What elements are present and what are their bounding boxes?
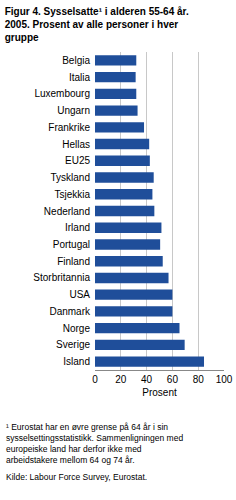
- svg-text:Sverige: Sverige: [56, 339, 90, 350]
- svg-text:100: 100: [216, 374, 233, 385]
- svg-text:40: 40: [141, 374, 153, 385]
- svg-text:20: 20: [115, 374, 127, 385]
- svg-text:USA: USA: [69, 289, 90, 300]
- svg-text:Belgia: Belgia: [62, 55, 90, 66]
- svg-text:Finland: Finland: [57, 256, 90, 267]
- svg-text:Figur 4. Sysselsatte¹ i aldere: Figur 4. Sysselsatte¹ i alderen 55-64 år…: [5, 6, 189, 43]
- svg-text:Prosent: Prosent: [142, 387, 177, 398]
- svg-text:Italia: Italia: [69, 72, 91, 83]
- svg-text:60: 60: [167, 374, 179, 385]
- svg-text:Kilde: Labour Force Survey, Eu: Kilde: Labour Force Survey, Eurostat.: [6, 472, 147, 482]
- svg-text:Tsjekkia: Tsjekkia: [54, 189, 90, 200]
- svg-text:Nederland: Nederland: [44, 206, 90, 217]
- svg-text:Frankrike: Frankrike: [48, 122, 90, 133]
- svg-text:0: 0: [92, 374, 98, 385]
- svg-text:Luxembourg: Luxembourg: [34, 88, 90, 99]
- svg-text:EU25: EU25: [65, 155, 90, 166]
- svg-text:Norge: Norge: [63, 323, 91, 334]
- svg-text:Tyskland: Tyskland: [51, 172, 90, 183]
- svg-text:Ungarn: Ungarn: [57, 105, 90, 116]
- svg-text:Island: Island: [63, 356, 90, 367]
- svg-text:Hellas: Hellas: [62, 139, 90, 150]
- svg-text:Storbritannia: Storbritannia: [33, 272, 90, 283]
- svg-text:Portugal: Portugal: [53, 239, 90, 250]
- svg-text:Irland: Irland: [65, 222, 90, 233]
- svg-text:80: 80: [193, 374, 205, 385]
- svg-text:¹ Eurostat har en øvre grense: ¹ Eurostat har en øvre grense på 64 år i…: [6, 422, 183, 465]
- svg-text:Danmark: Danmark: [49, 306, 91, 317]
